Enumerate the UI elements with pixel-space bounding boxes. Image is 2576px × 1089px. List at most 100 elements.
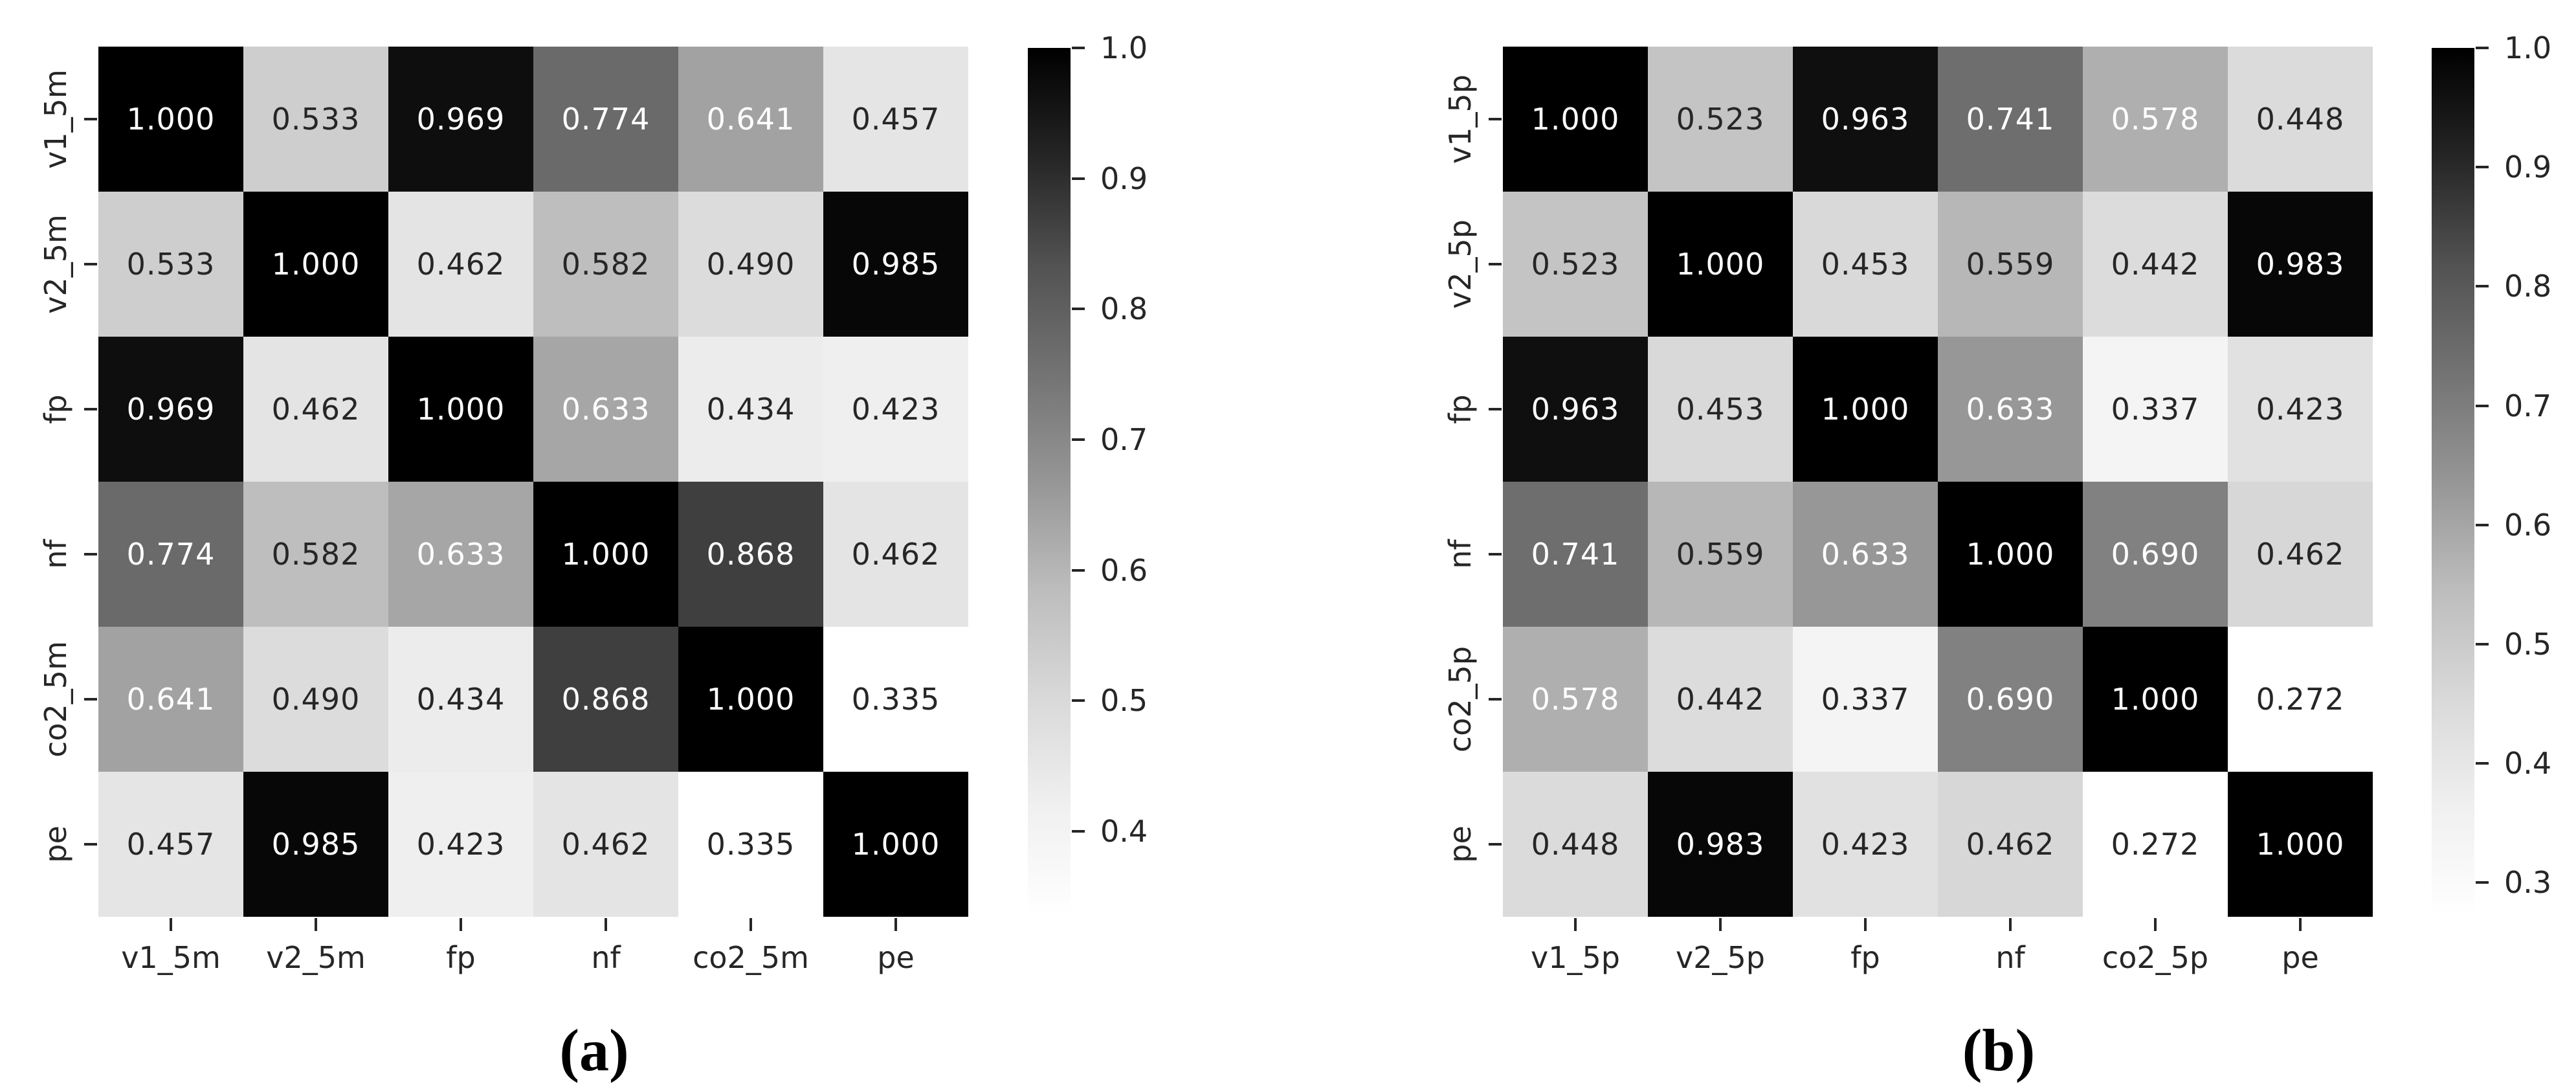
heatmap-cell: 0.641	[678, 47, 823, 192]
cell-value: 0.641	[126, 682, 216, 717]
cell-value: 0.337	[1821, 682, 1910, 717]
heatmap-cell: 1.000	[98, 47, 243, 192]
colorbar-tick-label: 0.7	[1100, 421, 1148, 457]
cell-value: 0.633	[1966, 392, 2055, 427]
heatmap-cell: 0.741	[1503, 482, 1648, 627]
x-tick-label-v1_5m: v1_5m	[121, 940, 221, 975]
cell-value: 0.741	[1966, 102, 2055, 137]
cell-value: 0.969	[126, 392, 216, 427]
cell-value: 0.523	[1531, 247, 1620, 282]
cell-value: 0.462	[2256, 537, 2345, 572]
cell-value: 1.000	[2256, 827, 2345, 862]
x-tick-mark	[1719, 918, 1722, 931]
cell-value: 0.985	[271, 827, 361, 862]
heatmap-cell: 0.774	[533, 47, 678, 192]
heatmap-cell: 0.434	[678, 337, 823, 482]
colorbar-tick-label: 1.0	[2504, 30, 2552, 65]
heatmap-cell: 0.434	[388, 627, 533, 772]
cell-value: 0.533	[126, 247, 216, 282]
heatmap-cell: 0.868	[678, 482, 823, 627]
y-tick-mark	[1489, 553, 1502, 556]
heatmap-cell: 0.969	[98, 337, 243, 482]
colorbar-tick-mark	[2476, 47, 2489, 49]
heatmap-cell: 1.000	[2083, 627, 2228, 772]
colorbar-tick-mark	[2476, 166, 2489, 169]
cell-value: 0.963	[1821, 102, 1910, 137]
cell-value: 1.000	[1966, 537, 2055, 572]
heatmap-cell: 0.337	[1793, 627, 1938, 772]
heatmap-cell: 0.523	[1648, 47, 1793, 192]
heatmap-cell: 0.453	[1648, 337, 1793, 482]
heatmap-cell: 0.985	[823, 192, 968, 337]
x-tick-mark	[460, 918, 462, 931]
colorbar-tick-mark	[2476, 285, 2489, 288]
heatmap-cell: 0.578	[2083, 47, 2228, 192]
cell-value: 1.000	[1676, 247, 1765, 282]
colorbar-tick-label: 1.0	[1100, 30, 1148, 65]
cell-value: 0.633	[561, 392, 650, 427]
colorbar-tick-mark	[2476, 881, 2489, 884]
x-tick-label-co2_5m: co2_5m	[693, 940, 809, 975]
x-tick-label-nf: nf	[591, 940, 621, 975]
heatmap-cell: 0.462	[533, 772, 678, 917]
heatmap-cell: 0.868	[533, 627, 678, 772]
heatmap-cell: 0.453	[1793, 192, 1938, 337]
heatmap-cell: 0.559	[1938, 192, 2083, 337]
colorbar-b	[2432, 48, 2474, 916]
cell-value: 0.868	[561, 682, 650, 717]
heatmap-cell: 0.641	[98, 627, 243, 772]
heatmap-cell: 0.559	[1648, 482, 1793, 627]
cell-value: 0.335	[851, 682, 940, 717]
heatmap-cell: 0.963	[1503, 337, 1648, 482]
cell-value: 0.448	[1531, 827, 1620, 862]
x-tick-mark	[2009, 918, 2012, 931]
cell-value: 1.000	[126, 102, 216, 137]
cell-value: 0.453	[1821, 247, 1910, 282]
colorbar-tick-mark	[1072, 829, 1085, 833]
heatmap-cell: 0.457	[823, 47, 968, 192]
cell-value: 0.690	[1966, 682, 2055, 717]
x-tick-mark	[170, 918, 172, 931]
cell-value: 0.983	[1676, 827, 1765, 862]
x-tick-mark	[2154, 918, 2157, 931]
heatmap-cell: 0.963	[1793, 47, 1938, 192]
cell-value: 0.582	[271, 537, 361, 572]
colorbar-tick-label: 0.8	[2504, 269, 2552, 304]
heatmap-cell: 0.969	[388, 47, 533, 192]
heatmap-cell: 0.272	[2083, 772, 2228, 917]
heatmap-cell: 0.633	[1793, 482, 1938, 627]
x-tick-mark	[315, 918, 317, 931]
heatmap-cell: 1.000	[1938, 482, 2083, 627]
y-tick-mark	[84, 408, 97, 410]
heatmap-cell: 0.633	[388, 482, 533, 627]
cell-value: 0.434	[706, 392, 795, 427]
y-tick-label-co2_5p: co2_5p	[1443, 646, 1478, 753]
cell-value: 0.559	[1676, 537, 1765, 572]
colorbar-tick-mark	[1072, 438, 1085, 441]
heatmap-cell: 0.423	[1793, 772, 1938, 917]
heatmap-cell: 0.457	[98, 772, 243, 917]
cell-value: 1.000	[851, 827, 940, 862]
y-tick-label-nf: nf	[1443, 539, 1478, 569]
y-tick-mark	[1489, 698, 1502, 701]
cell-value: 0.741	[1531, 537, 1620, 572]
heatmap-cell: 1.000	[533, 482, 678, 627]
cell-value: 0.582	[561, 247, 650, 282]
cell-value: 0.272	[2111, 827, 2200, 862]
colorbar-tick-mark	[2476, 404, 2489, 407]
cell-value: 0.774	[561, 102, 650, 137]
heatmap-cell: 0.272	[2228, 627, 2373, 772]
heatmap-cell: 0.423	[2228, 337, 2373, 482]
cell-value: 0.457	[851, 102, 940, 137]
cell-value: 0.774	[126, 537, 216, 572]
colorbar-tick-label: 0.7	[2504, 388, 2552, 423]
heatmap-cell: 0.983	[1648, 772, 1793, 917]
heatmap-cell: 0.533	[98, 192, 243, 337]
cell-value: 0.578	[1531, 682, 1620, 717]
cell-value: 0.690	[2111, 537, 2200, 572]
cell-value: 0.272	[2256, 682, 2345, 717]
cell-value: 0.442	[1676, 682, 1765, 717]
cell-value: 1.000	[1531, 102, 1620, 137]
colorbar-tick-label: 0.5	[1100, 683, 1148, 719]
heatmap-cell: 0.335	[678, 772, 823, 917]
